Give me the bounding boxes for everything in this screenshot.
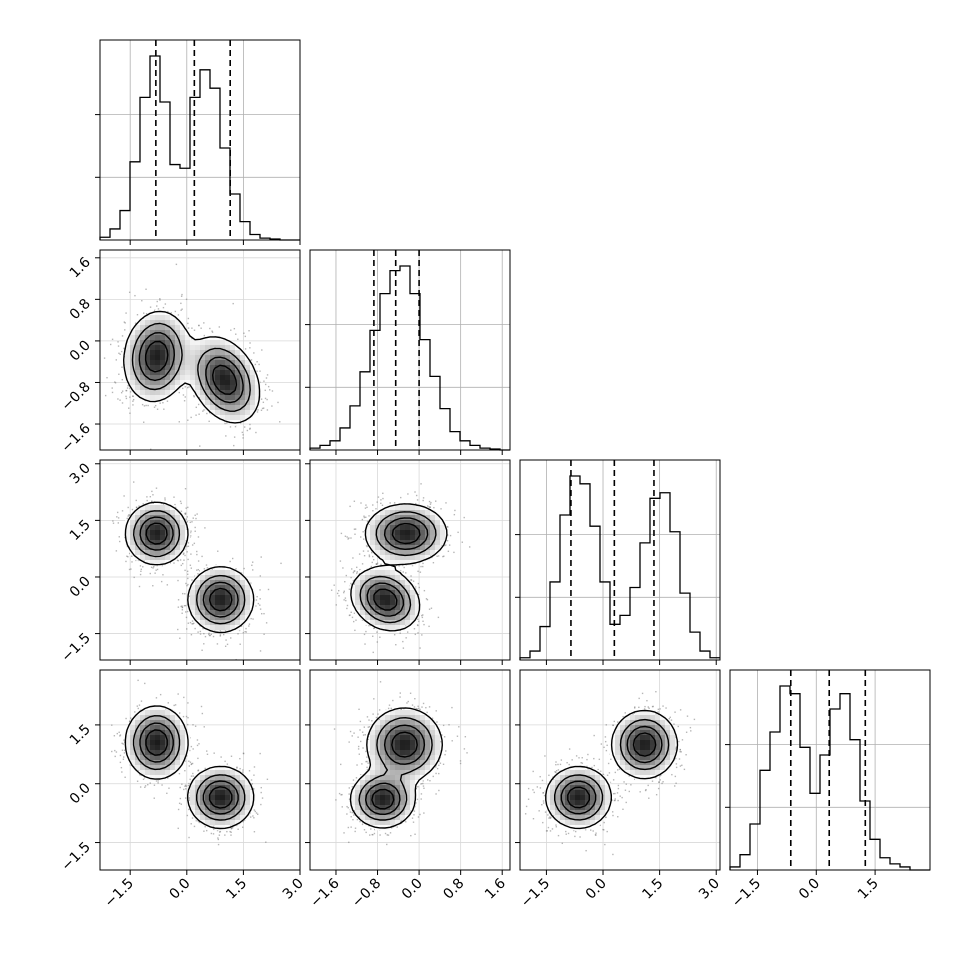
x-tick-label: 0.0 [796,876,823,903]
density-contours [124,705,255,830]
scatter-panel-r3-c2 [519,669,721,871]
density-shading [350,505,446,631]
x-tick-label: −1.5 [729,876,764,911]
panel-frame [99,459,301,661]
x-tick-label: −0.8 [349,876,384,911]
histogram-line [99,55,300,241]
x-tick-label: −1.5 [518,876,553,911]
panel-frame [729,669,931,871]
x-tick-label: 1.5 [639,876,666,903]
y-tick-label: 0.0 [67,337,94,364]
scatter-panel-r3-c0 [99,669,301,871]
panel-frame [309,669,511,871]
y-tick-label: −1.5 [58,839,93,874]
panel-frame [309,249,511,451]
histogram-panel-3 [515,459,721,661]
x-tick-label: −1.5 [102,876,137,911]
x-tick-label: 3.0 [696,876,723,903]
y-tick-label: −1.6 [58,420,93,455]
panel-frame [519,459,721,661]
density-shading [125,310,261,426]
panel-frame [519,669,721,871]
density-contours [123,310,261,424]
histogram-panel-2 [305,249,511,451]
histogram-line [519,475,720,660]
histogram-panel-1 [95,39,301,241]
x-tick-label: 0.0 [399,876,426,903]
y-tick-label: 1.5 [67,721,94,748]
y-tick-label: 0.0 [67,780,94,807]
density-contours [124,501,255,634]
y-tick-label: −1.5 [58,630,93,665]
x-tick-label: 1.5 [855,876,882,903]
x-tick-label: 1.5 [223,876,250,903]
y-tick-label: 3.0 [67,460,94,487]
density-contours [349,707,443,829]
scatter-panel-r3-c1 [309,669,511,871]
scatter-panel-r2-c0 [99,459,301,661]
density-shading [125,705,256,831]
x-tick-label: 3.0 [280,876,307,903]
density-contours [545,709,679,830]
panel-frame [99,249,301,451]
panel-frame [309,459,511,661]
x-tick-label: 0.0 [167,876,194,903]
panel-frame [99,39,301,241]
x-tick-label: −1.6 [307,875,342,910]
histogram-line [729,685,930,871]
histogram-panel-4 [725,669,931,871]
x-tick-label: 0.0 [583,876,610,903]
y-tick-label: 0.0 [67,573,94,600]
scatter-panel-r2-c1 [309,459,511,661]
density-contours [350,503,448,632]
histogram-line [309,265,510,451]
scatter-panel-r1-c0 [99,249,301,451]
panel-frame [99,669,301,871]
y-tick-label: −0.8 [58,379,93,414]
y-tick-label: 1.5 [67,517,94,544]
x-tick-label: 1.6 [482,875,509,902]
y-tick-label: 0.8 [67,296,94,323]
y-tick-label: 1.6 [67,254,94,281]
scatter-points [524,691,696,856]
x-tick-label: 0.8 [440,876,467,903]
